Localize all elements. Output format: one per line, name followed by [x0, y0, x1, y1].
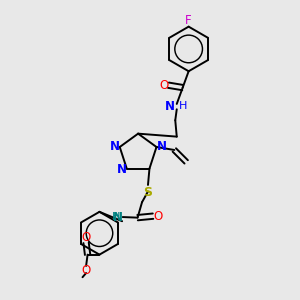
Text: O: O	[82, 264, 91, 277]
Text: N: N	[113, 211, 123, 224]
Text: H: H	[112, 212, 120, 222]
Text: O: O	[159, 79, 168, 92]
Text: N: N	[110, 140, 119, 153]
Text: N: N	[165, 100, 175, 113]
Text: O: O	[82, 232, 91, 244]
Text: O: O	[153, 210, 162, 223]
Text: N: N	[116, 163, 126, 176]
Text: S: S	[143, 186, 152, 200]
Text: H: H	[179, 101, 188, 111]
Text: F: F	[185, 14, 192, 27]
Text: N: N	[157, 140, 167, 153]
